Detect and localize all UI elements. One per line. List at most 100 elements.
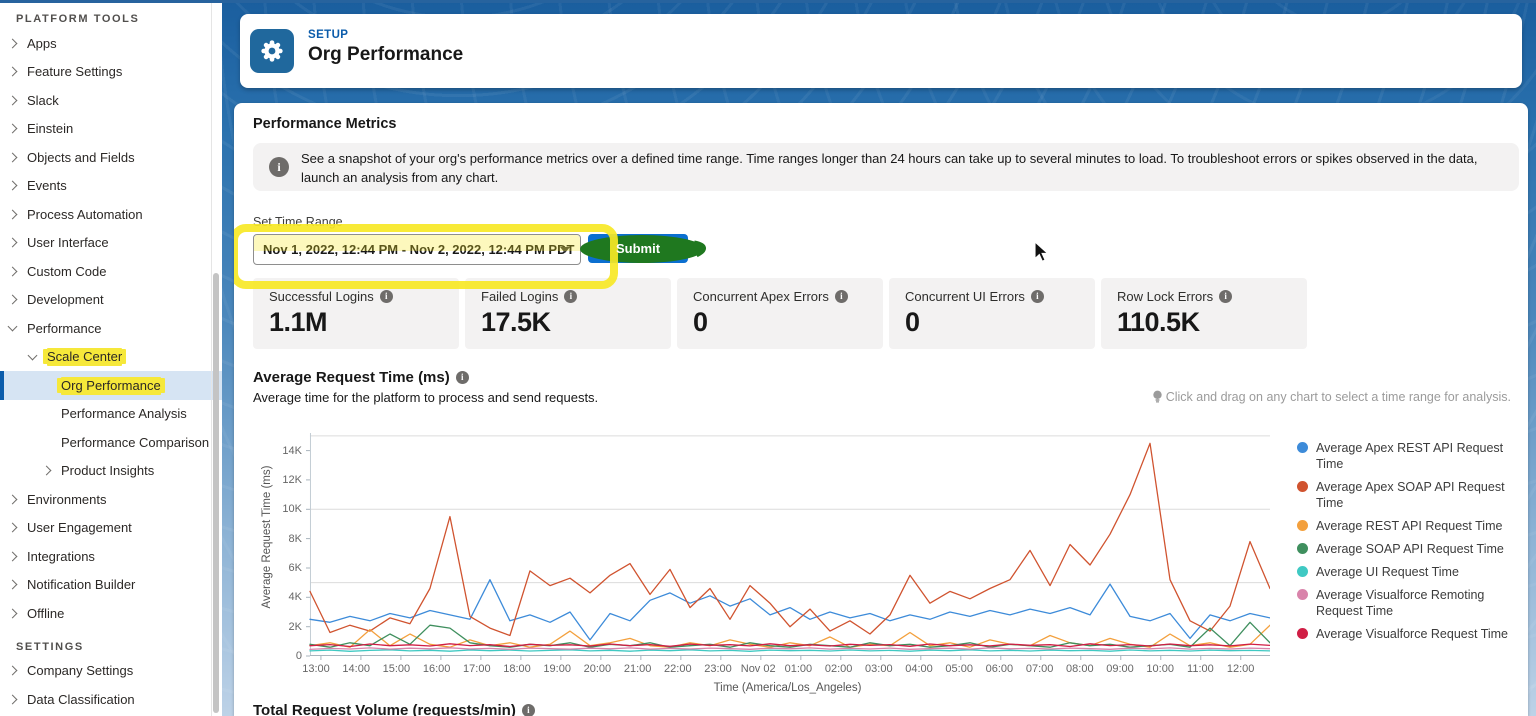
page-title: Org Performance	[308, 44, 464, 65]
y-tick-10K: 10K	[282, 503, 302, 516]
legend-entry-average-soap-api-request-time[interactable]: Average SOAP API Request Time	[1297, 541, 1528, 557]
sidebar-item-slack[interactable]: Slack	[0, 86, 222, 115]
chevron-icon	[7, 522, 18, 533]
info-icon[interactable]: i	[1030, 290, 1044, 303]
time-range-dropdown[interactable]: Nov 1, 2022, 12:44 PM - Nov 2, 2022, 12:…	[234, 224, 618, 289]
sidebar-item-label: Data Classification	[27, 691, 135, 707]
lightbulb-icon	[1152, 390, 1162, 403]
metric-value: 110.5K	[1117, 307, 1200, 337]
metric-label: Row Lock Errors	[1117, 289, 1214, 304]
x-tick-01-00: 01:00	[784, 663, 813, 675]
legend-label: Average SOAP API Request Time	[1316, 542, 1504, 556]
chart-legend: Average Apex REST API Request Time Avera…	[1297, 440, 1528, 649]
sidebar-item-org-performance[interactable]: Org Performance	[0, 371, 222, 400]
submit-button[interactable]	[588, 234, 688, 263]
info-icon: i	[269, 157, 289, 177]
sidebar-item-user-interface[interactable]: User Interface	[0, 229, 222, 258]
sidebar-item-environments[interactable]: Environments	[0, 485, 222, 514]
metric-card-successful-logins: Successful Logins i 1.1M	[253, 278, 459, 349]
sidebar-item-performance-comparison[interactable]: Performance Comparison	[0, 428, 222, 457]
legend-entry-average-visualforce-remoting-request-time[interactable]: Average Visualforce Remoting Request Tim…	[1297, 587, 1528, 619]
sidebar-item-offline[interactable]: Offline	[0, 599, 222, 628]
sidebar-item-development[interactable]: Development	[0, 286, 222, 315]
sidebar-item-product-insights[interactable]: Product Insights	[0, 457, 222, 486]
chevron-icon	[7, 95, 18, 106]
legend-entry-average-visualforce-request-time[interactable]: Average Visualforce Request Time	[1297, 626, 1528, 642]
sidebar-item-user-engagement[interactable]: User Engagement	[0, 514, 222, 543]
sidebar-item-label: Process Automation	[27, 206, 143, 222]
x-tick-21-00: 21:00	[623, 663, 652, 675]
x-tick-07-00: 07:00	[1025, 663, 1054, 675]
legend-dot-icon	[1297, 543, 1308, 554]
sidebar-item-performance-analysis[interactable]: Performance Analysis	[0, 400, 222, 429]
sidebar-item-custom-code[interactable]: Custom Code	[0, 257, 222, 286]
sidebar-item-einstein[interactable]: Einstein	[0, 115, 222, 144]
legend-entry-average-rest-api-request-time[interactable]: Average REST API Request Time	[1297, 518, 1528, 534]
chevron-icon	[7, 266, 18, 277]
x-tick-12-00: 12:00	[1226, 663, 1255, 675]
x-tick-18-00: 18:00	[503, 663, 531, 675]
x-tick-04-00: 04:00	[905, 663, 933, 675]
sidebar-item-label: User Interface	[27, 235, 109, 251]
next-section-title: Total Request Volume (requests/min) i	[253, 702, 535, 716]
metric-card-row-lock-errors: Row Lock Errors i 110.5K	[1101, 278, 1307, 349]
chart-x-axis-label: Time (America/Los_Angeles)	[713, 682, 862, 694]
sidebar-item-data-classification[interactable]: Data Classification	[0, 685, 222, 714]
sidebar-item-label: Notification Builder	[27, 577, 136, 593]
sidebar-item-process-automation[interactable]: Process Automation	[0, 200, 222, 229]
y-tick-14K: 14K	[282, 444, 302, 457]
chart-y-ticks: 0 2K 4K 6K 8K 10K 12K 14K	[276, 433, 302, 662]
sidebar-item-notification-builder[interactable]: Notification Builder	[0, 571, 222, 600]
chevron-icon	[7, 66, 18, 77]
legend-label: Average Visualforce Remoting Request Tim…	[1316, 588, 1485, 618]
y-tick-4K: 4K	[288, 591, 302, 604]
sidebar-item-scale-center[interactable]: Scale Center	[0, 343, 222, 372]
chart-hint-text: Click and drag on any chart to select a …	[1165, 390, 1511, 404]
sidebar-section-settings: SETTINGS	[16, 640, 84, 653]
sidebar-item-performance[interactable]: Performance	[0, 314, 222, 343]
window-top-edge	[0, 0, 1536, 3]
x-tick-09-00: 09:00	[1106, 663, 1134, 675]
sidebar-nav-platform: Apps Feature Settings Slack Einstein Obj…	[0, 29, 222, 628]
x-tick-10-00: 10:00	[1146, 663, 1174, 675]
chevron-icon	[7, 579, 18, 590]
sidebar-item-label: Slack	[27, 92, 59, 108]
info-icon[interactable]: i	[1219, 290, 1233, 303]
legend-entry-average-ui-request-time[interactable]: Average UI Request Time	[1297, 564, 1528, 580]
x-tick-nov-02: Nov 02	[740, 663, 776, 675]
sidebar-scrollbar-thumb[interactable]	[213, 273, 219, 713]
sidebar-item-label: Performance Comparison	[61, 434, 210, 450]
legend-entry-average-apex-soap-api-request-time[interactable]: Average Apex SOAP API Request Time	[1297, 479, 1528, 511]
sidebar-item-label: Product Insights	[61, 463, 155, 479]
chart-plot-area[interactable]	[305, 433, 1271, 661]
sidebar-item-integrations[interactable]: Integrations	[0, 542, 222, 571]
legend-entry-average-apex-rest-api-request-time[interactable]: Average Apex REST API Request Time	[1297, 440, 1528, 472]
sidebar-item-feature-settings[interactable]: Feature Settings	[0, 58, 222, 87]
sidebar-item-apps[interactable]: Apps	[0, 29, 222, 58]
chevron-icon	[7, 694, 18, 705]
chevron-icon	[7, 665, 18, 676]
info-icon[interactable]: i	[564, 290, 578, 303]
setup-sidebar: PLATFORM TOOLS Apps Feature Settings Sla…	[0, 3, 222, 716]
info-icon[interactable]: i	[455, 371, 469, 384]
sidebar-item-label: Integrations	[27, 548, 95, 564]
y-tick-0: 0	[295, 650, 302, 662]
info-banner: i See a snapshot of your org's performan…	[253, 143, 1519, 191]
section-title: Performance Metrics	[253, 116, 397, 132]
metric-label: Failed Logins	[481, 289, 559, 304]
x-tick-02-00: 02:00	[824, 663, 853, 675]
x-tick-14-00: 14:00	[342, 663, 370, 675]
info-icon[interactable]: i	[379, 290, 393, 303]
sidebar-item-events[interactable]: Events	[0, 172, 222, 201]
legend-dot-icon	[1297, 481, 1308, 492]
sidebar-item-company-settings[interactable]: Company Settings	[0, 657, 222, 686]
sidebar-scrollbar-track	[211, 3, 212, 716]
chevron-icon	[7, 494, 18, 505]
sidebar-item-label: Custom Code	[27, 263, 107, 279]
chevron-icon	[27, 350, 38, 361]
legend-dot-icon	[1297, 520, 1308, 531]
info-icon[interactable]: i	[521, 704, 535, 716]
info-icon[interactable]: i	[834, 290, 848, 303]
gear-icon	[250, 29, 294, 73]
sidebar-item-objects-and-fields[interactable]: Objects and Fields	[0, 143, 222, 172]
